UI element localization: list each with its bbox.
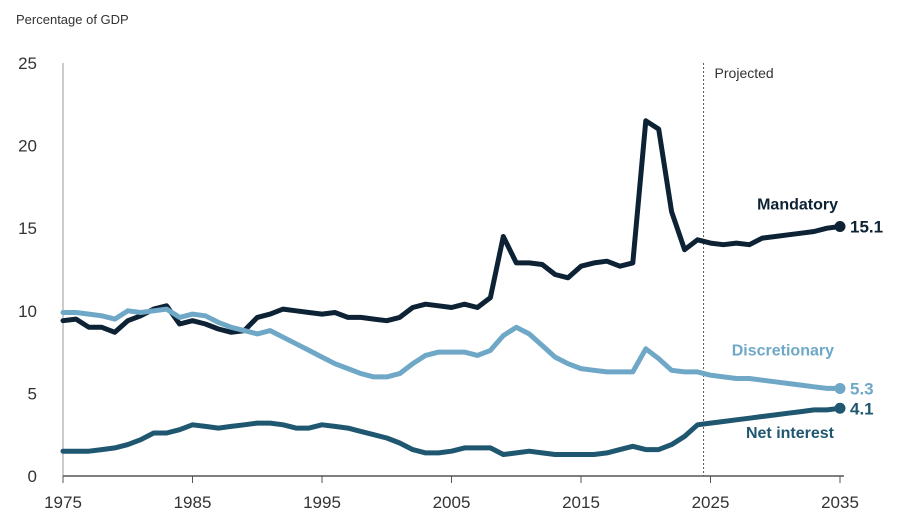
end-value-label-mandatory: 15.1 [850, 218, 883, 237]
y-tick-label: 20 [18, 137, 37, 156]
y-tick-label: 0 [28, 467, 37, 486]
series-layer: 15.1 Mandatory 5.3 Discretionary 4.1 Net inte… [60, 118, 883, 457]
series-line-mandatory [60, 118, 843, 335]
x-tick-label: 2035 [821, 493, 859, 512]
x-tick-label: 1995 [303, 493, 341, 512]
x-tick-label: 2025 [692, 493, 730, 512]
x-ticks: 1975 1985 1995 2005 2015 2025 2035 [44, 476, 859, 512]
series-end-point-discretionary [834, 382, 846, 394]
x-tick-label: 1975 [44, 493, 82, 512]
x-tick-label: 1985 [174, 493, 212, 512]
series-end-point-mandatory [834, 221, 846, 233]
y-ticks: 0 5 10 15 20 25 [18, 54, 37, 486]
series-line-discretionary [60, 306, 843, 391]
y-tick-label: 10 [18, 302, 37, 321]
series-name-label-mandatory: Mandatory [757, 197, 838, 214]
series-end-point-net_interest [834, 402, 846, 414]
series-name-label-discretionary: Discretionary [732, 342, 834, 359]
series-line-net_interest [60, 405, 843, 457]
end-value-label-net_interest: 4.1 [850, 399, 874, 418]
y-tick-label: 5 [28, 384, 37, 403]
x-tick-label: 2015 [562, 493, 600, 512]
series-name-label-net_interest: Net interest [746, 425, 835, 442]
projection-label: Projected [715, 65, 774, 81]
x-tick-label: 2005 [433, 493, 471, 512]
y-axis-label: Percentage of GDP [16, 12, 129, 27]
y-tick-label: 25 [18, 54, 37, 73]
end-value-label-discretionary: 5.3 [850, 379, 874, 398]
y-tick-label: 15 [18, 219, 37, 238]
